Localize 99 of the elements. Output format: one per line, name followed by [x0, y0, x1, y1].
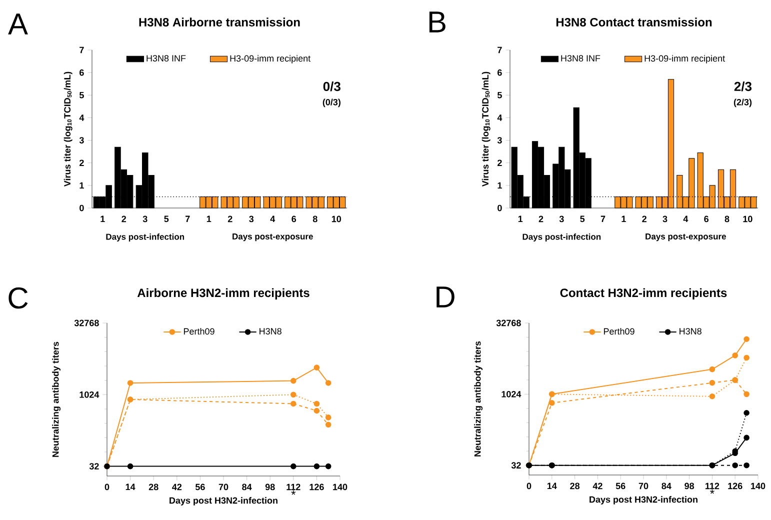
text: Days post-exposure: [646, 234, 726, 242]
y-tick-label: 1024: [80, 391, 100, 398]
x-tick-label: 3: [662, 216, 668, 222]
legend-label: H3-09-imm recipient: [644, 54, 725, 64]
x-tick-label: 56: [616, 482, 626, 490]
legend-label: H3N8 INF: [146, 55, 186, 62]
x-tick-label: 2: [642, 216, 646, 222]
x-tick-label: 3: [249, 216, 254, 222]
y-tick-label: 3: [497, 137, 502, 144]
y-tick-label: 1: [498, 182, 502, 189]
x-tick-label: 70: [638, 482, 648, 490]
chart-title: Contact H3N2-imm recipients: [560, 288, 727, 300]
x-tick-label: 4: [270, 216, 276, 222]
y-axis-title: Neutralizing antibody titers: [52, 342, 61, 457]
y-tick-label: 32768: [496, 320, 521, 326]
text: A: [8, 14, 28, 34]
y-tick-label: 0: [80, 204, 84, 212]
x-axis-title: Days post H3N2-infection: [170, 497, 278, 506]
x-tick-label: 56: [195, 484, 205, 490]
y-tick-label: 0: [498, 204, 502, 212]
x-tick-label: 8: [724, 216, 730, 222]
y-tick-label: 2: [498, 160, 502, 166]
x-tick-label: 112: [706, 482, 720, 490]
x-tick-label: 10: [332, 216, 342, 222]
x-tick-label: 2: [538, 216, 544, 222]
x-tick-label: 140: [751, 482, 766, 490]
x-tick-label: 0: [526, 482, 532, 490]
y-tick-label: 32768: [74, 320, 99, 326]
x-tick-label: 2: [122, 216, 126, 222]
y-tick-label: 5: [497, 92, 502, 98]
legend-label: Perth09: [604, 328, 634, 335]
x-tick-label: 112: [286, 484, 300, 490]
y-tick-label: 7: [80, 46, 84, 54]
x-tick-label: 3: [142, 216, 148, 222]
text: *: [710, 490, 714, 494]
text: D: [436, 286, 454, 308]
x-tick-label: 8: [312, 216, 318, 222]
y-tick-label: 3: [79, 137, 84, 144]
x-tick-label: 28: [570, 482, 580, 490]
x-axis-title: Days post H3N2-infection: [590, 496, 698, 504]
x-tick-label: 10: [743, 216, 752, 222]
x-tick-label: 7: [600, 216, 606, 222]
x-tick-label: 28: [148, 484, 158, 490]
legend-label: H3N8: [260, 328, 282, 334]
x-tick-label: 98: [265, 484, 275, 490]
x-tick-label: 140: [333, 484, 348, 490]
y-tick-label: 32: [89, 463, 99, 470]
x-tick-label: 42: [592, 482, 602, 490]
x-tick-label: 6: [704, 216, 709, 222]
y-tick-label: 32: [511, 462, 521, 469]
y-tick-label: 6: [498, 69, 502, 76]
y-tick-label: 2: [80, 160, 84, 166]
chart-title: H3N8 Airborne transmission: [139, 18, 300, 26]
y-tick-label: 4: [79, 114, 84, 121]
annotation: (2/3): [734, 98, 752, 108]
x-tick-label: 1: [206, 216, 212, 222]
chart-title: Airborne H3N2-imm recipients: [137, 288, 310, 300]
x-tick-label: 7: [186, 216, 190, 222]
text: C: [8, 287, 28, 309]
text: Days post-infection: [106, 234, 184, 242]
x-tick-label: 1: [622, 216, 626, 222]
annotation: 2/3: [734, 82, 752, 92]
x-tick-label: 42: [172, 484, 182, 490]
x-tick-label: 84: [662, 482, 672, 490]
y-tick-label: 1024: [502, 390, 522, 398]
y-axis-title: Virus titer (log$_{10}$TCID$_{50}$/mL): [482, 72, 490, 187]
annotation: (0/3): [322, 98, 340, 108]
x-tick-label: 3: [559, 216, 564, 222]
annotation: 0/3: [323, 82, 340, 92]
legend-label: Perth09: [184, 328, 214, 335]
x-tick-label: 4: [683, 216, 688, 222]
y-axis-title: Virus titer (log$_{10}$TCID$_{50}$/mL): [64, 72, 72, 187]
x-tick-label: 0: [104, 484, 110, 490]
x-tick-label: 126: [310, 484, 324, 490]
y-tick-label: 7: [498, 46, 502, 54]
y-tick-label: 5: [79, 92, 84, 98]
x-tick-label: 98: [684, 482, 694, 490]
legend-label: H3N8 INF: [561, 55, 600, 62]
text: B: [429, 12, 446, 32]
legend-label: H3N8: [680, 328, 702, 334]
x-tick-label: 1: [100, 216, 105, 222]
x-tick-label: 5: [164, 216, 169, 222]
x-tick-label: 2: [228, 216, 232, 222]
text: *: [291, 490, 296, 495]
x-tick-label: 14: [126, 484, 136, 490]
y-tick-label: 4: [497, 114, 502, 121]
x-tick-label: 6: [292, 216, 296, 222]
chart-title: H3N8 Contact transmission: [556, 18, 712, 26]
x-tick-label: 70: [218, 484, 228, 490]
y-tick-label: 6: [80, 69, 84, 76]
x-tick-label: 126: [728, 482, 742, 490]
x-tick-label: 14: [547, 482, 557, 489]
legend-label: H3-09-imm recipient: [230, 54, 310, 64]
y-tick-label: 1: [80, 182, 84, 189]
x-tick-label: 84: [242, 484, 252, 490]
text: Days post-infection: [522, 234, 601, 242]
x-tick-label: 5: [580, 216, 585, 222]
text: Days post-exposure: [232, 234, 313, 242]
y-axis-title: Neutralizing antibody titers: [474, 341, 483, 456]
